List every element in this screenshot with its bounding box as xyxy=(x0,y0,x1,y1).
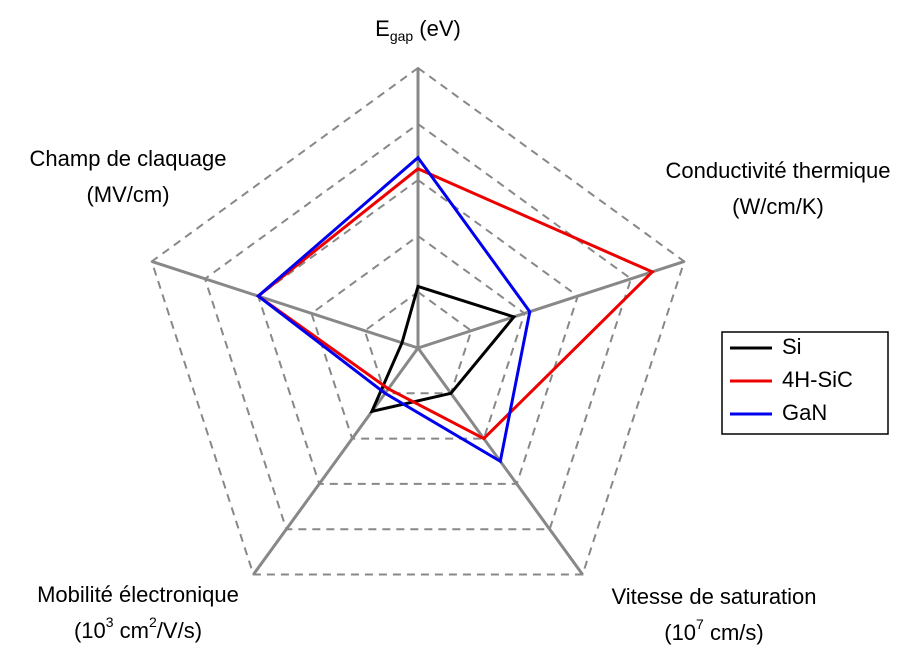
label-text: (10 xyxy=(74,618,106,643)
axis-label: Champ de claquage xyxy=(30,146,227,171)
axis-spoke xyxy=(151,260,419,350)
label-text: (eV) xyxy=(413,16,461,41)
label-text: (10 xyxy=(664,620,696,645)
axis-label: Conductivité thermique xyxy=(665,158,890,183)
axis-label: (MV/cm) xyxy=(86,182,169,207)
label-text: Conductivité thermique xyxy=(665,158,890,183)
label-text: Champ de claquage xyxy=(30,146,227,171)
grid-ring xyxy=(203,122,633,531)
label-text: E xyxy=(375,16,390,41)
axis-label: (103​ cm2​/V/s) xyxy=(74,614,202,643)
axis-label: Vitesse de saturation xyxy=(611,584,816,609)
label-text: /V/s) xyxy=(157,618,202,643)
label-text: Mobilité électronique xyxy=(37,582,239,607)
label-superscript: 7 xyxy=(696,616,704,632)
label-text: cm xyxy=(114,618,149,643)
axis-label: Egap​ (eV) xyxy=(375,16,461,44)
label-text: cm/s) xyxy=(704,620,764,645)
axis-label: (107​ cm/s) xyxy=(664,616,763,645)
label-text: (MV/cm) xyxy=(86,182,169,207)
series-line xyxy=(255,155,532,464)
axis-spoke xyxy=(417,260,685,350)
axis-label: Mobilité électronique xyxy=(37,582,239,607)
label-superscript: 2 xyxy=(149,614,157,630)
label-superscript: 3 xyxy=(106,614,114,630)
axis-spoke xyxy=(252,347,420,576)
legend-label: 4H-SiC xyxy=(782,367,853,392)
legend-label: Si xyxy=(782,334,802,359)
label-text: Vitesse de saturation xyxy=(611,584,816,609)
legend-label: GaN xyxy=(782,400,827,425)
grid-ring xyxy=(257,178,579,485)
label-text: (W/cm/K) xyxy=(732,194,824,219)
grid-ring xyxy=(310,234,526,440)
label-subscript: gap xyxy=(390,28,414,44)
axis-label: (W/cm/K) xyxy=(732,194,824,219)
